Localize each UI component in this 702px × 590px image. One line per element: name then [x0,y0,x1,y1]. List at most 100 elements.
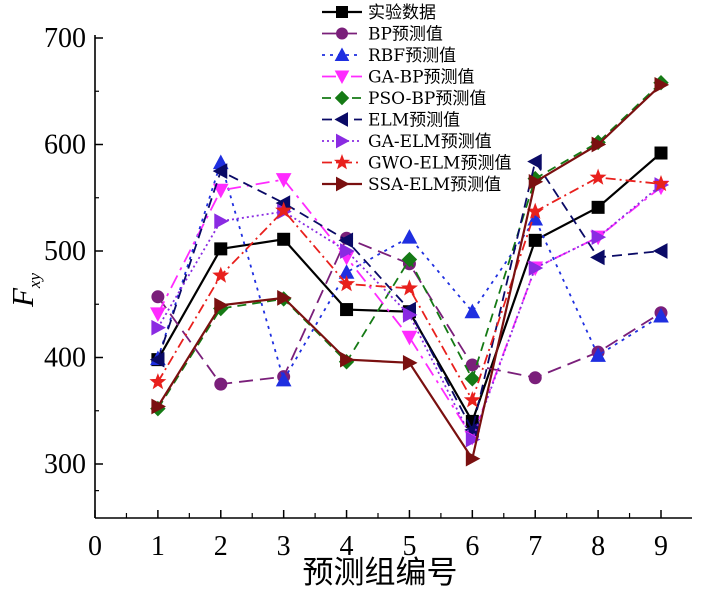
data-point [465,431,481,448]
x-tick-label: 1 [151,531,165,562]
legend-marker [334,47,350,61]
data-point [214,213,229,230]
x-tick-label: 5 [402,531,416,562]
y-tick-label: 400 [44,343,86,374]
data-point [591,136,607,153]
data-point [528,371,542,385]
data-point [528,260,544,276]
y-tick-label: 600 [44,130,86,161]
data-point [591,200,605,214]
series-9 [151,77,670,467]
series-layer [149,75,670,467]
y-axis-ticks: 300 400 500 600 700 [44,23,103,492]
legend-marker [336,133,350,149]
svg-text:Fxy: Fxy [5,273,44,308]
data-point [214,297,229,314]
data-point [275,201,293,218]
data-point [275,173,292,188]
legend-label: BP预测值 [368,25,443,45]
legend-label: PSO-BP预测值 [368,89,486,109]
legend-item: SSA-ELM预测值 [322,175,501,195]
legend-item: BP预测值 [322,25,443,45]
legend-marker [334,112,348,127]
data-point [214,377,228,391]
legend-label: GWO-ELM预测值 [368,154,511,174]
data-point [151,319,166,336]
data-point [654,146,668,160]
data-point [212,266,230,283]
data-point [590,249,605,266]
data-point [340,303,354,317]
data-point [402,354,418,371]
data-point [652,243,668,259]
data-point [527,153,542,170]
data-point [277,290,292,306]
data-point [590,347,606,362]
data-point [654,77,670,93]
legend-item: ELM预测值 [322,111,460,131]
x-tick-label: 9 [654,531,668,562]
x-tick-label: 3 [277,531,291,562]
y-tick-label: 500 [44,236,86,267]
data-point [149,373,167,390]
data-point [400,279,418,296]
series-line [157,159,662,383]
legend-item: GA-ELM预测值 [322,132,492,152]
data-point [150,307,166,322]
legend-marker [336,6,348,18]
legend-item: 实验数据 [322,3,436,23]
legend-marker [336,176,350,192]
data-point [465,358,479,372]
x-tick-label: 7 [528,531,542,562]
series-line [157,176,662,403]
data-point [338,275,356,292]
data-point [151,290,165,304]
data-point [527,210,544,226]
y-axis-title: Fxy [5,273,44,308]
data-point [401,229,418,244]
data-point [402,307,418,323]
legend-label: ELM预测值 [368,111,460,131]
data-point [401,330,418,346]
data-point [212,183,229,199]
data-point [212,163,228,179]
legend-label: RBF预测值 [368,46,456,66]
x-tick-label: 2 [214,531,228,562]
legend-item: RBF预测值 [322,46,456,66]
legend-item: GWO-ELM预测值 [322,154,511,174]
data-point [591,229,607,245]
series-6 [149,153,668,438]
data-point [465,450,481,467]
legend-marker [333,154,351,170]
legend-label: GA-BP预测值 [368,68,475,88]
legend-label: 实验数据 [368,3,436,23]
data-point [214,242,228,256]
legend-item: GA-BP预测值 [322,68,475,88]
legend-marker [334,70,350,85]
x-axis-title: 预测组编号 [303,555,458,590]
x-tick-label: 8 [591,531,605,562]
data-point [652,174,670,192]
data-point [340,351,355,368]
data-point [275,371,292,387]
series-8 [149,168,670,408]
data-point [528,233,542,247]
data-point [528,173,544,190]
legend-marker [334,90,350,106]
legend: 实验数据BP预测值RBF预测值GA-BP预测值PSO-BP预测值ELM预测值GA… [322,3,511,195]
series-line [157,159,662,433]
y-tick-label: 300 [44,449,86,480]
data-point [464,371,481,387]
plot-area: 300 400 500 600 700 0 1 2 3 4 5 6 7 8 9 [44,23,692,562]
legend-label: GA-ELM预测值 [368,132,492,152]
data-point [463,391,481,408]
data-point [653,307,669,323]
x-tick-label: 0 [88,531,102,562]
y-axis-title-main: F [5,287,40,308]
data-point [464,303,481,319]
y-axis-title-subscript: xy [25,273,44,290]
x-axis-ticks: 0 1 2 3 4 5 6 7 8 9 [88,510,668,562]
data-point [338,232,354,249]
legend-marker [336,27,348,40]
